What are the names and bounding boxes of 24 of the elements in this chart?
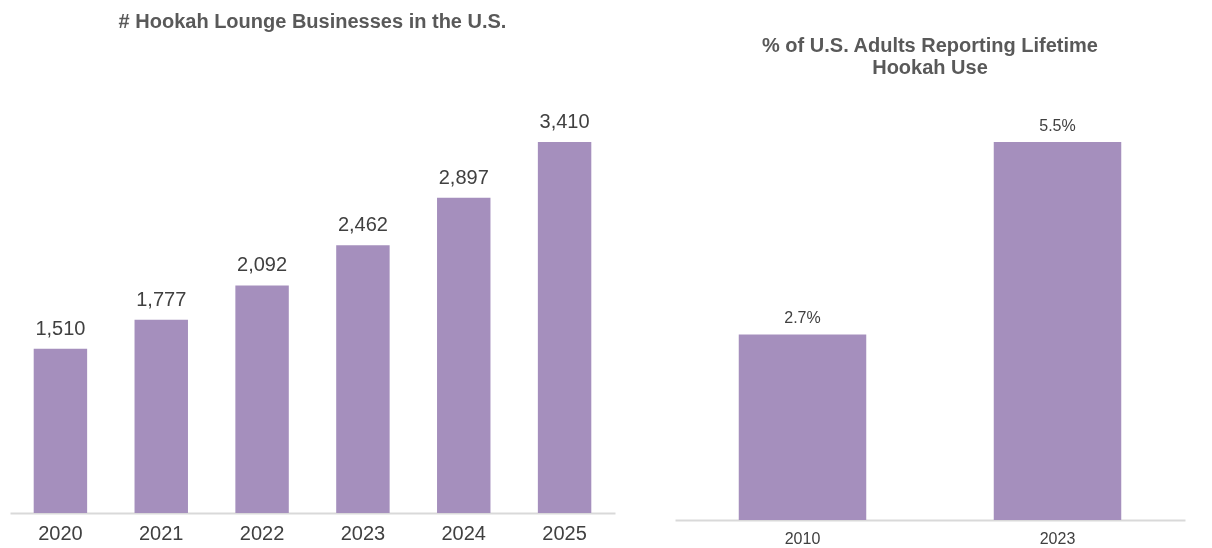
data-label: 3,410 <box>539 110 590 132</box>
data-label: 5.5% <box>1039 117 1076 134</box>
x-tick-label: 2023 <box>340 521 386 544</box>
data-label: 1,777 <box>136 287 187 310</box>
x-tick-label: 2023 <box>1039 529 1076 547</box>
data-label: 2,092 <box>237 253 288 276</box>
bar <box>437 197 491 513</box>
data-label: 2,897 <box>438 165 489 188</box>
bar <box>33 348 88 513</box>
x-tick-label: 2020 <box>38 521 83 544</box>
x-tick-label: 2021 <box>139 521 184 544</box>
x-tick-label: 2022 <box>239 521 285 544</box>
chart-title: # Hookah Lounge Businesses in the U.S. <box>118 10 507 32</box>
bar <box>134 319 188 513</box>
bar <box>336 245 390 513</box>
bar <box>235 285 289 513</box>
x-tick-label: 2025 <box>542 521 587 544</box>
data-label: 2,462 <box>337 213 388 236</box>
chart-title: % of U.S. Adults Reporting Lifetime Hookah Use <box>762 34 1098 78</box>
data-label: 1,510 <box>35 316 86 339</box>
bar <box>537 142 592 513</box>
x-tick-label: 2024 <box>441 521 486 544</box>
data-label: 2.7% <box>784 309 821 327</box>
x-tick-label: 2010 <box>784 529 821 547</box>
